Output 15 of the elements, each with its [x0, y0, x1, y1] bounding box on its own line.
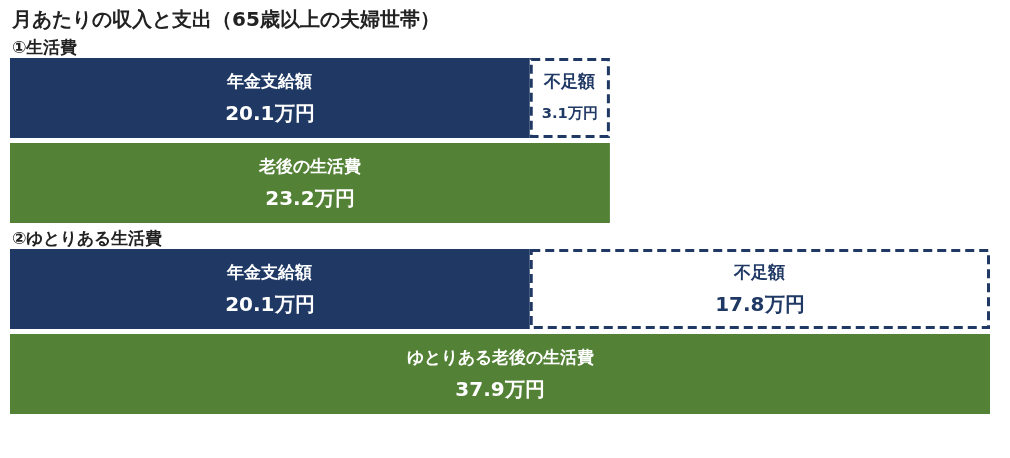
data-label: 23.2万円 — [265, 185, 355, 210]
data-label: 37.9万円 — [455, 376, 545, 401]
series-label: 年金支給額 — [226, 71, 313, 91]
data-label: 20.1万円 — [225, 291, 315, 316]
chart-title: ②ゆとりある生活費 — [12, 228, 163, 248]
series-label: 不足額 — [733, 262, 786, 282]
data-label: 20.1万円 — [225, 100, 315, 125]
data-label: 3.1万円 — [541, 104, 598, 121]
chart-subtitle: ①生活費 — [12, 37, 78, 57]
series-label: 不足額 — [543, 71, 596, 91]
data-label: 17.8万円 — [715, 291, 805, 316]
chart-title: 月あたりの収入と支出（65歳以上の夫婦世帯） — [11, 7, 440, 31]
series-label: 年金支給額 — [226, 262, 313, 282]
series-label: 老後の生活費 — [257, 156, 361, 176]
series-label: ゆとりある老後の生活費 — [406, 347, 594, 367]
